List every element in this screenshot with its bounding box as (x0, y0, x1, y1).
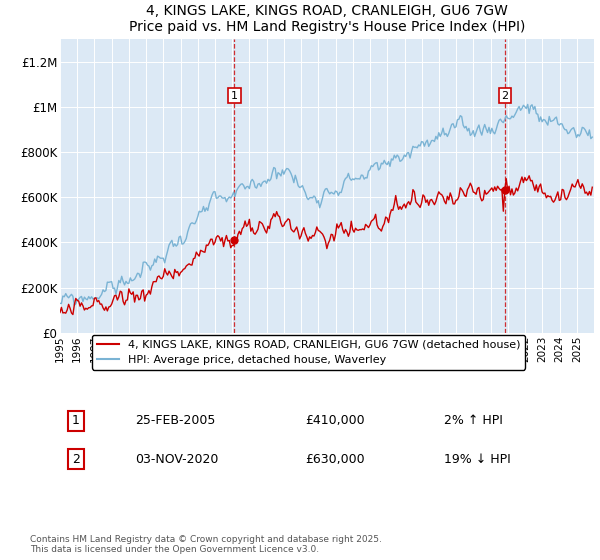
Text: £410,000: £410,000 (305, 414, 365, 427)
Legend: 4, KINGS LAKE, KINGS ROAD, CRANLEIGH, GU6 7GW (detached house), HPI: Average pri: 4, KINGS LAKE, KINGS ROAD, CRANLEIGH, GU… (92, 335, 525, 370)
Text: 2: 2 (502, 91, 509, 101)
Title: 4, KINGS LAKE, KINGS ROAD, CRANLEIGH, GU6 7GW
Price paid vs. HM Land Registry's : 4, KINGS LAKE, KINGS ROAD, CRANLEIGH, GU… (129, 4, 525, 34)
Text: Contains HM Land Registry data © Crown copyright and database right 2025.
This d: Contains HM Land Registry data © Crown c… (30, 535, 382, 554)
Text: £630,000: £630,000 (305, 452, 365, 466)
Text: 1: 1 (231, 91, 238, 101)
Text: 2: 2 (72, 452, 80, 466)
Text: 19% ↓ HPI: 19% ↓ HPI (445, 452, 511, 466)
Text: 2% ↑ HPI: 2% ↑ HPI (445, 414, 503, 427)
Text: 25-FEB-2005: 25-FEB-2005 (135, 414, 215, 427)
Text: 03-NOV-2020: 03-NOV-2020 (135, 452, 218, 466)
Text: 1: 1 (72, 414, 80, 427)
